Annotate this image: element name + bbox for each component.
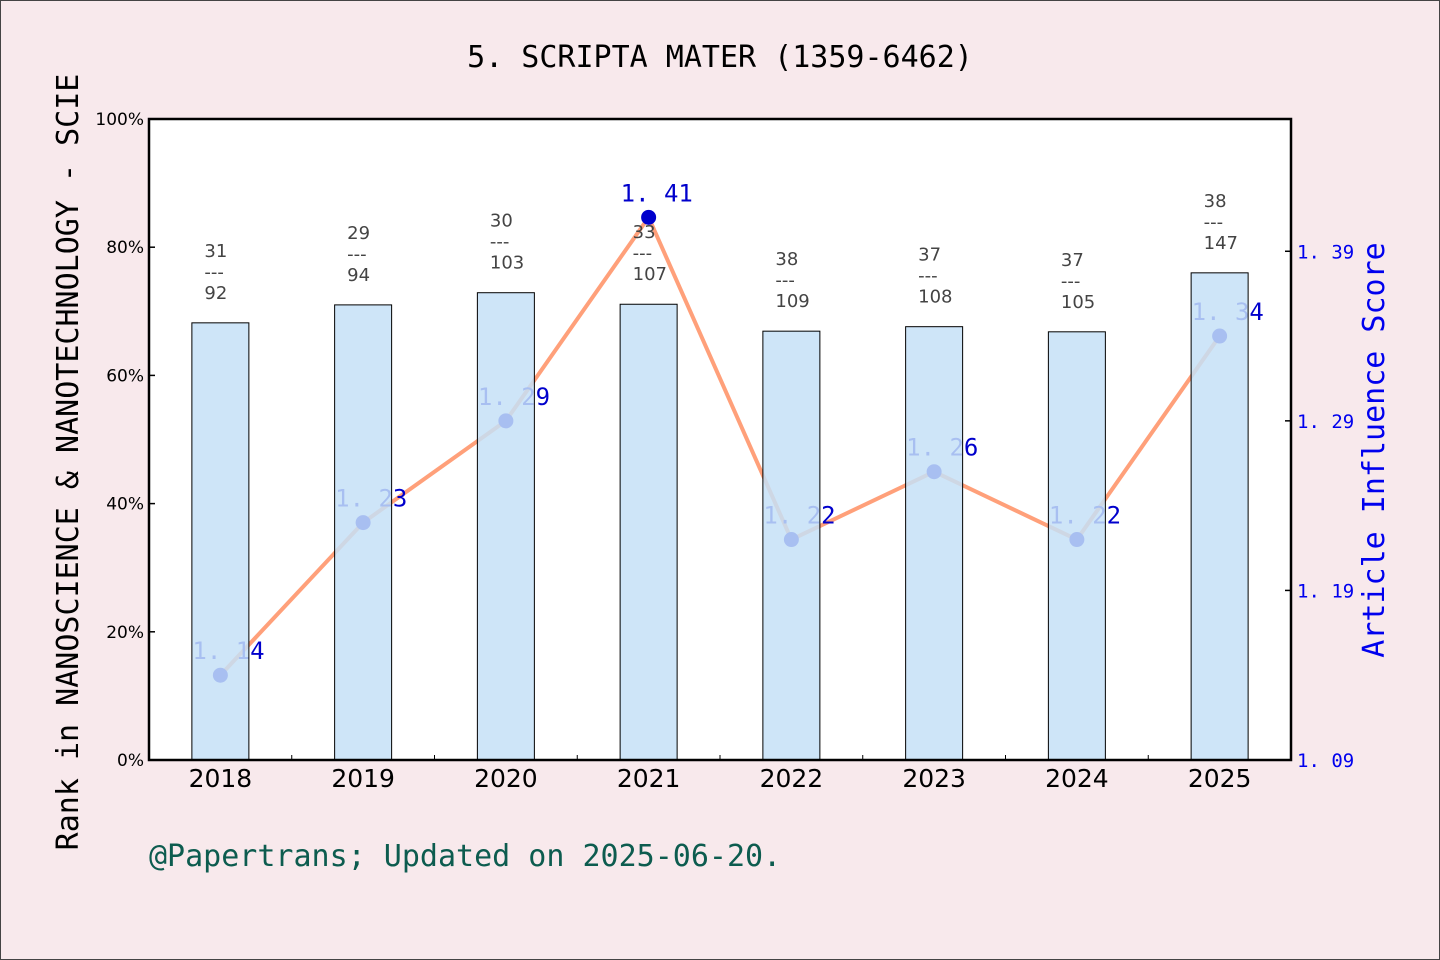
- rank-bar: [476, 292, 535, 761]
- y-tick-label: 20%: [106, 623, 144, 643]
- rank-bar: [762, 330, 821, 761]
- rank-bar: [334, 304, 393, 761]
- total-label: 103: [490, 253, 524, 274]
- total-label: 94: [347, 265, 370, 286]
- y-tick-label: 100%: [95, 110, 144, 130]
- y2-tick-label: 1. 29: [1297, 411, 1354, 433]
- y-axis-label: Rank in NANOSCIENCE & NANOTECHNOLOGY - S…: [51, 74, 86, 851]
- total-label: 107: [633, 264, 667, 285]
- total-label: 105: [1061, 292, 1095, 313]
- x-tick-label: 2020: [474, 764, 538, 793]
- rank-divider: ---: [1204, 212, 1224, 233]
- score-label: 1. 41: [621, 179, 693, 207]
- plot-area: [149, 119, 1291, 760]
- rank-label: 38: [1204, 191, 1227, 212]
- y2-tick-label: 1. 09: [1297, 750, 1354, 772]
- x-tick-label: 2024: [1045, 764, 1109, 793]
- rank-divider: ---: [918, 266, 938, 287]
- rank-bar: [191, 322, 250, 761]
- total-label: 147: [1204, 233, 1238, 254]
- rank-label: 37: [918, 245, 941, 266]
- x-tick-label: 2023: [902, 764, 966, 793]
- x-tick-label: 2018: [189, 764, 253, 793]
- y-tick-label: 60%: [106, 366, 144, 386]
- rank-divider: ---: [490, 232, 510, 253]
- score-marker: [641, 209, 657, 225]
- chart-title: 5. SCRIPTA MATER (1359-6462): [467, 40, 973, 75]
- y2-tick-label: 1. 39: [1297, 241, 1354, 263]
- x-tick-label: 2021: [617, 764, 681, 793]
- rank-bar: [619, 303, 678, 761]
- rank-divider: ---: [633, 243, 653, 264]
- rank-bar: [905, 326, 964, 761]
- x-tick-label: 2022: [760, 764, 824, 793]
- rank-label: 29: [347, 223, 370, 244]
- rank-label: 33: [633, 222, 656, 243]
- y-tick-label: 0%: [117, 751, 144, 771]
- y2-axis-label: Article Influence Score: [1357, 242, 1392, 657]
- total-label: 108: [918, 287, 952, 308]
- y-tick-label: 80%: [106, 238, 144, 258]
- total-label: 109: [775, 291, 809, 312]
- rank-label: 31: [204, 241, 227, 262]
- rank-label: 38: [775, 249, 798, 270]
- footer-note: @Papertrans; Updated on 2025-06-20.: [149, 839, 781, 874]
- rank-bar: [1190, 272, 1249, 761]
- total-label: 92: [204, 283, 227, 304]
- rank-label: 37: [1061, 250, 1084, 271]
- rank-divider: ---: [347, 244, 367, 265]
- rank-label: 30: [490, 211, 513, 232]
- rank-divider: ---: [775, 270, 795, 291]
- y2-tick-label: 1. 19: [1297, 580, 1354, 602]
- rank-bar: [1047, 331, 1106, 761]
- rank-divider: ---: [204, 262, 224, 283]
- y-tick-label: 40%: [106, 495, 144, 515]
- x-tick-label: 2019: [331, 764, 395, 793]
- rank-divider: ---: [1061, 271, 1081, 292]
- x-tick-label: 2025: [1188, 764, 1252, 793]
